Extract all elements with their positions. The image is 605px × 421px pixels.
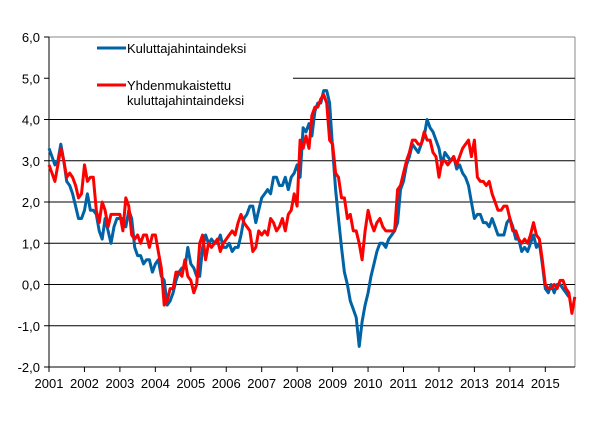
x-tick-label: 2007 [247,376,276,391]
x-tick-label: 2014 [495,376,524,391]
x-tick-label: 2004 [141,376,170,391]
x-tick-label: 2010 [354,376,383,391]
x-tick-label: 2008 [283,376,312,391]
series-line-kuluttajahintaindeksi [47,89,571,348]
y-tick-label: 1,0 [22,236,40,251]
x-tick-label: 2002 [70,376,99,391]
x-tick-label: 2006 [212,376,241,391]
x-tick-label: 2011 [390,376,418,391]
y-tick-label: 5,0 [22,71,40,86]
y-tick-label: -2,0 [18,360,40,375]
x-tick-label: 2003 [105,376,134,391]
x-tick-label: 2013 [460,376,489,391]
y-tick-label: 2,0 [22,195,40,210]
y-tick-label: 6,0 [22,30,40,45]
legend-label-cpi: Kuluttajahintaindeksi [127,41,246,56]
x-tick-label: 2012 [424,376,453,391]
x-tick-label: 2015 [531,376,560,391]
x-axis-ticks: 2001 2002 2003 2004 2005 2006 2007 2008 2009 2010… [35,366,575,391]
x-tick-label: 2001 [35,376,64,391]
legend-label-hicp-line1: Yhdenmukaistettu [127,78,231,93]
y-tick-label: 3,0 [22,154,40,169]
series-line-yhdenmukaistettu [47,93,577,315]
y-tick-label: -1,0 [18,319,40,334]
gridlines [49,36,576,367]
legend: Kuluttajahintaindeksi Yhdenmukaistettu k… [97,41,246,108]
x-tick-label: 2005 [176,376,205,391]
y-tick-label: 4,0 [22,113,40,128]
y-tick-label: 0,0 [22,278,40,293]
y-axis-ticks: 6,0 5,0 4,0 3,0 2,0 1,0 0,0 -1,0 -2,0 [18,30,50,375]
legend-label-hicp-line2: kuluttajahintaindeksi [127,93,244,108]
x-tick-label: 2009 [318,376,347,391]
series-lines [47,89,577,348]
